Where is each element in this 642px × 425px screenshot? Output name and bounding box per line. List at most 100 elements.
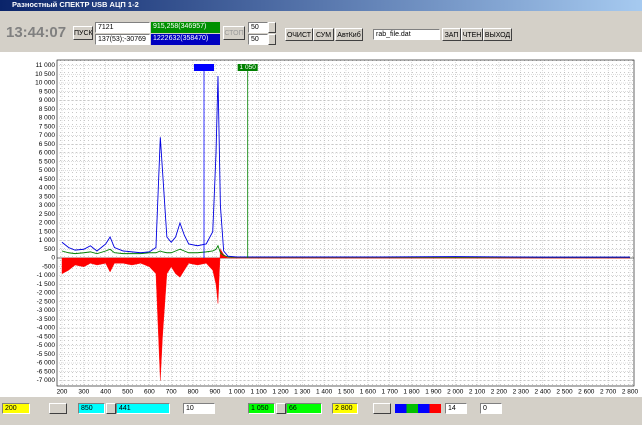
y-tick-label: -4 000 bbox=[37, 325, 56, 332]
x-tick-label: 1 300 bbox=[294, 389, 311, 396]
step-dropdown[interactable]: 10 bbox=[183, 403, 215, 414]
y-tick-label: -500 bbox=[42, 263, 55, 270]
x-tick-label: 1 700 bbox=[382, 389, 399, 396]
y-tick-label: 0 bbox=[51, 255, 55, 262]
cursor-label: 1 050 bbox=[240, 64, 257, 71]
x-tick-label: 1 900 bbox=[425, 389, 442, 396]
y-tick-label: -6 500 bbox=[37, 368, 56, 375]
y-tick-label: 3 500 bbox=[39, 193, 56, 200]
x-tick-label: 200 bbox=[57, 389, 68, 396]
y-tick-label: 1 000 bbox=[39, 237, 56, 244]
x-tick-label: 500 bbox=[122, 389, 133, 396]
cursor-handle bbox=[237, 64, 258, 71]
clear-button[interactable]: ОЧИСТ bbox=[285, 28, 313, 41]
y-tick-label: 2 000 bbox=[39, 220, 56, 227]
difference-area bbox=[61, 248, 630, 381]
y-tick-label: 5 000 bbox=[39, 167, 56, 174]
x-tick-label: 2 600 bbox=[578, 389, 595, 396]
y-tick-label: -6 000 bbox=[37, 360, 56, 367]
clock: 13:44:07 bbox=[6, 25, 67, 41]
stop-button[interactable]: СТОП bbox=[223, 26, 245, 40]
y-tick-label: -1 500 bbox=[37, 281, 56, 288]
y-tick-label: -3 500 bbox=[37, 316, 56, 323]
y-tick-label: 5 500 bbox=[39, 158, 56, 165]
green-width-field[interactable]: 66 bbox=[286, 403, 322, 414]
scroll-arrows[interactable] bbox=[106, 403, 116, 414]
spin[interactable]: 50 bbox=[248, 34, 268, 45]
y-tick-label: -2 000 bbox=[37, 290, 56, 297]
scroll-arrows[interactable] bbox=[276, 403, 286, 414]
y-tick-label: 10 000 bbox=[35, 80, 55, 87]
range-to[interactable]: 2 800 bbox=[332, 403, 358, 414]
sum-button[interactable]: СУМ bbox=[313, 28, 334, 41]
y-tick-label: -5 500 bbox=[37, 351, 56, 358]
spectrum-line bbox=[61, 75, 630, 258]
y-tick-label: -1 000 bbox=[37, 272, 56, 279]
y-tick-label: 500 bbox=[44, 246, 55, 253]
spin[interactable]: 0 bbox=[480, 403, 502, 414]
cursor-handle bbox=[194, 64, 214, 71]
y-tick-label: 4 500 bbox=[39, 176, 56, 183]
x-tick-label: 2 300 bbox=[513, 389, 530, 396]
x-tick-label: 900 bbox=[209, 389, 220, 396]
x-tick-label: 2 800 bbox=[622, 389, 639, 396]
y-tick-label: 10 500 bbox=[35, 71, 55, 78]
exit-button[interactable]: ВЫХОД bbox=[483, 28, 512, 41]
green-cursor-field[interactable]: 1 050 bbox=[248, 403, 275, 414]
scroll-arrows[interactable] bbox=[49, 403, 67, 414]
spin[interactable]: 14 bbox=[445, 403, 467, 414]
x-tick-label: 700 bbox=[166, 389, 177, 396]
read-button[interactable]: ЧТЕН bbox=[461, 28, 483, 41]
spin-arrows[interactable] bbox=[268, 34, 276, 45]
spectrum-line bbox=[61, 244, 630, 258]
y-tick-label: 1 500 bbox=[39, 228, 56, 235]
range-from[interactable]: 200 bbox=[2, 403, 30, 414]
save-button[interactable]: ЗАП bbox=[442, 28, 461, 41]
y-tick-label: -2 500 bbox=[37, 298, 56, 305]
scroll-arrows[interactable] bbox=[373, 403, 391, 414]
field[interactable]: 137(53);-30769 bbox=[95, 34, 150, 45]
channel-checkboxes[interactable] bbox=[395, 404, 441, 413]
y-tick-label: 4 000 bbox=[39, 185, 56, 192]
x-tick-label: 1 000 bbox=[229, 389, 246, 396]
y-tick-label: 8 500 bbox=[39, 106, 56, 113]
start-button[interactable]: ПУСК bbox=[73, 26, 93, 40]
x-tick-label: 1 400 bbox=[316, 389, 333, 396]
y-tick-label: 2 500 bbox=[39, 211, 56, 218]
field[interactable]: 7121 bbox=[95, 22, 150, 33]
x-tick-label: 2 000 bbox=[447, 389, 464, 396]
y-tick-label: 9 500 bbox=[39, 88, 56, 95]
x-tick-label: 1 500 bbox=[338, 389, 355, 396]
green-field: 915,258(346957) bbox=[151, 22, 220, 33]
spin[interactable]: 50 bbox=[248, 22, 268, 33]
x-tick-label: 2 200 bbox=[491, 389, 508, 396]
x-tick-label: 2 100 bbox=[469, 389, 486, 396]
x-tick-label: 800 bbox=[188, 389, 199, 396]
y-tick-label: 8 000 bbox=[39, 115, 56, 122]
auto-button[interactable]: АвтКиб bbox=[335, 28, 363, 41]
blue-field: 1222632(358470) bbox=[151, 34, 220, 45]
blue-width-field[interactable]: 441 bbox=[116, 403, 170, 414]
x-tick-label: 1 600 bbox=[360, 389, 377, 396]
x-tick-label: 1 800 bbox=[403, 389, 420, 396]
y-tick-label: -7 000 bbox=[37, 377, 56, 384]
blue-cursor-field[interactable]: 850 bbox=[78, 403, 105, 414]
x-tick-label: 1 200 bbox=[272, 389, 289, 396]
y-tick-label: -4 500 bbox=[37, 333, 56, 340]
x-tick-label: 600 bbox=[144, 389, 155, 396]
y-tick-label: 9 000 bbox=[39, 97, 56, 104]
y-tick-label: 7 000 bbox=[39, 132, 56, 139]
file-input[interactable]: rab_file.dat bbox=[373, 29, 440, 40]
x-tick-label: 400 bbox=[100, 389, 111, 396]
title-bar: Разностный СПЕКТР USB АЦП 1-2 bbox=[0, 0, 642, 11]
spin-arrows[interactable] bbox=[268, 22, 276, 33]
y-tick-label: -3 000 bbox=[37, 307, 56, 314]
x-tick-label: 1 100 bbox=[250, 389, 267, 396]
x-tick-label: 2 500 bbox=[556, 389, 573, 396]
x-tick-label: 300 bbox=[78, 389, 89, 396]
y-tick-label: 6 500 bbox=[39, 141, 56, 148]
x-tick-label: 2 400 bbox=[534, 389, 551, 396]
y-tick-label: 7 500 bbox=[39, 123, 56, 130]
